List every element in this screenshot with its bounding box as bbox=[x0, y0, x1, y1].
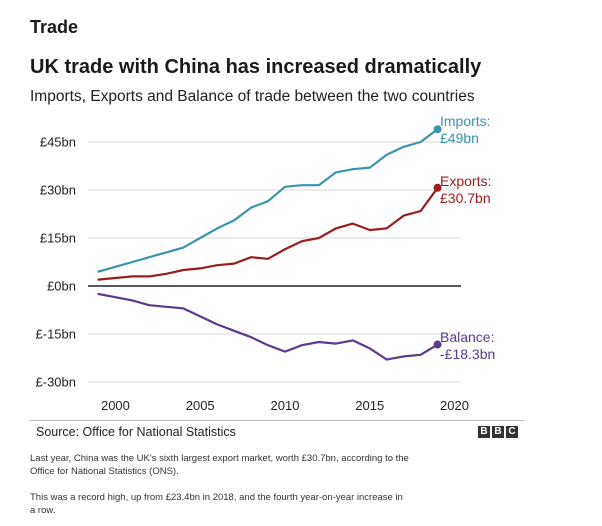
x-tick-label: 2015 bbox=[355, 398, 384, 413]
balance-label: -£18.3bn bbox=[440, 346, 495, 362]
x-axis-tick-labels: 2000 2005 2010 2015 2020 bbox=[101, 398, 469, 413]
exports-label: £30.7bn bbox=[440, 190, 491, 206]
chart-title: UK trade with China has increased dramat… bbox=[30, 56, 482, 78]
y-tick-label: £15bn bbox=[40, 231, 76, 246]
balance-endpoint bbox=[433, 340, 442, 349]
exports-endpoint bbox=[433, 183, 442, 192]
imports-label: £49bn bbox=[440, 130, 479, 146]
imports-endpoint bbox=[433, 125, 442, 134]
balance-line bbox=[97, 292, 439, 361]
x-tick-label: 2010 bbox=[271, 398, 300, 413]
y-tick-label: £-30bn bbox=[36, 375, 76, 390]
section-title: Trade bbox=[30, 17, 79, 37]
x-tick-label: 2005 bbox=[186, 398, 215, 413]
exports-line bbox=[97, 186, 439, 281]
balance-label: Balance: bbox=[440, 329, 494, 345]
x-tick-label: 2020 bbox=[440, 398, 469, 413]
series-labels: Imports:£49bn Exports:£30.7bn Balance:-£18… bbox=[440, 113, 495, 362]
line-chart: £45bn £30bn £15bn £0bn £-15bn £-30bn 2000 2005… bbox=[36, 113, 496, 413]
exports-label: Exports: bbox=[440, 173, 491, 189]
bbc-logo: B B C bbox=[478, 426, 518, 438]
chart-subtitle: Imports, Exports and Balance of trade be… bbox=[30, 88, 475, 105]
y-tick-label: £30bn bbox=[40, 183, 76, 198]
imports-line bbox=[97, 128, 439, 273]
caption-paragraph: This was a record high, up from £23.4bn … bbox=[30, 492, 403, 516]
source-divider bbox=[30, 420, 524, 421]
y-tick-label: £45bn bbox=[40, 135, 76, 150]
x-tick-label: 2000 bbox=[101, 398, 130, 413]
series-lines bbox=[97, 125, 442, 361]
y-tick-label: £-15bn bbox=[36, 327, 76, 342]
logo-letter: B bbox=[492, 426, 504, 438]
y-axis-tick-labels: £45bn £30bn £15bn £0bn £-15bn £-30bn bbox=[36, 135, 76, 390]
imports-label: Imports: bbox=[440, 113, 491, 129]
logo-letter: C bbox=[506, 426, 518, 438]
caption-paragraph: Last year, China was the UK's sixth larg… bbox=[30, 453, 409, 477]
logo-letter: B bbox=[478, 426, 490, 438]
source-note: Source: Office for National Statistics bbox=[36, 425, 236, 439]
y-tick-label: £0bn bbox=[47, 279, 76, 294]
gridlines bbox=[88, 141, 461, 383]
